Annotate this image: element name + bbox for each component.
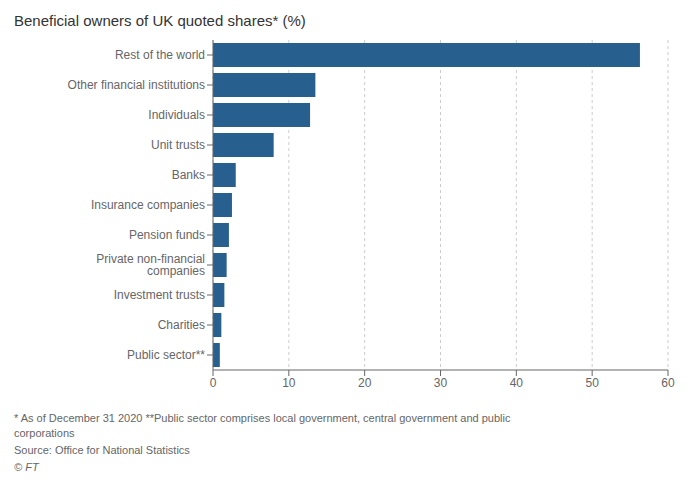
svg-text:Private non-financialcompanies: Private non-financialcompanies — [96, 252, 205, 278]
svg-text:20: 20 — [358, 376, 372, 390]
svg-text:10: 10 — [282, 376, 296, 390]
svg-text:Individuals: Individuals — [148, 108, 205, 122]
svg-text:Investment trusts: Investment trusts — [114, 288, 205, 302]
svg-text:Public sector**: Public sector** — [127, 348, 205, 362]
svg-text:Other financial institutions: Other financial institutions — [68, 78, 205, 92]
svg-text:Pension funds: Pension funds — [129, 228, 205, 242]
svg-text:40: 40 — [510, 376, 524, 390]
html-text:Source: Office for National St: Source: Office for National Statistics — [14, 443, 190, 456]
svg-text:Rest of the world: Rest of the world — [115, 48, 205, 62]
svg-text:Insurance companies: Insurance companies — [91, 198, 205, 212]
svg-text:Charities: Charities — [158, 318, 205, 332]
svg-text:Banks: Banks — [172, 168, 205, 182]
html-text:Beneficial owners of UK quoted: Beneficial owners of UK quoted shares* (… — [14, 12, 306, 29]
html-text:© FT: © FT — [14, 460, 39, 473]
svg-text:0: 0 — [210, 376, 217, 390]
html-text:* As of December 31 2020 **Pub: * As of December 31 2020 **Public sector… — [14, 412, 511, 439]
svg-text:50: 50 — [585, 376, 599, 390]
svg-text:Unit trusts: Unit trusts — [151, 138, 205, 152]
svg-text:60: 60 — [661, 376, 675, 390]
svg-text:30: 30 — [434, 376, 448, 390]
